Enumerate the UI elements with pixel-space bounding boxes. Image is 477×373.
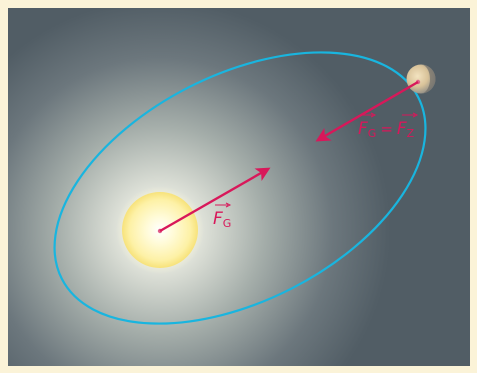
planet-force-right-vector-tip [412, 112, 419, 118]
planet-force-left-sub: G [368, 127, 377, 140]
planet-icon [406, 64, 436, 94]
planet-force-right-letter: F [397, 119, 407, 139]
planet-shadow [421, 64, 436, 94]
svg-text:FG: FG [213, 209, 231, 230]
sun-force-label: FG [213, 202, 232, 230]
planet-force-label: FG = FZ [358, 112, 419, 140]
planet-force-arrow [315, 80, 419, 142]
sun-force-sub: G [223, 217, 232, 230]
planet-force-left-vector-tip [370, 112, 377, 118]
sun-force-vector-tip [225, 202, 232, 208]
sun-force-arrow [159, 167, 271, 233]
planet-force-equals: = [380, 120, 393, 138]
svg-text:FG=FZ: FG = FZ [358, 119, 415, 140]
planet-force-right-sub: Z [407, 127, 415, 140]
sun-force-letter: F [213, 209, 223, 229]
orbit-path [53, 51, 427, 325]
planet-force-left-letter: F [358, 119, 368, 139]
